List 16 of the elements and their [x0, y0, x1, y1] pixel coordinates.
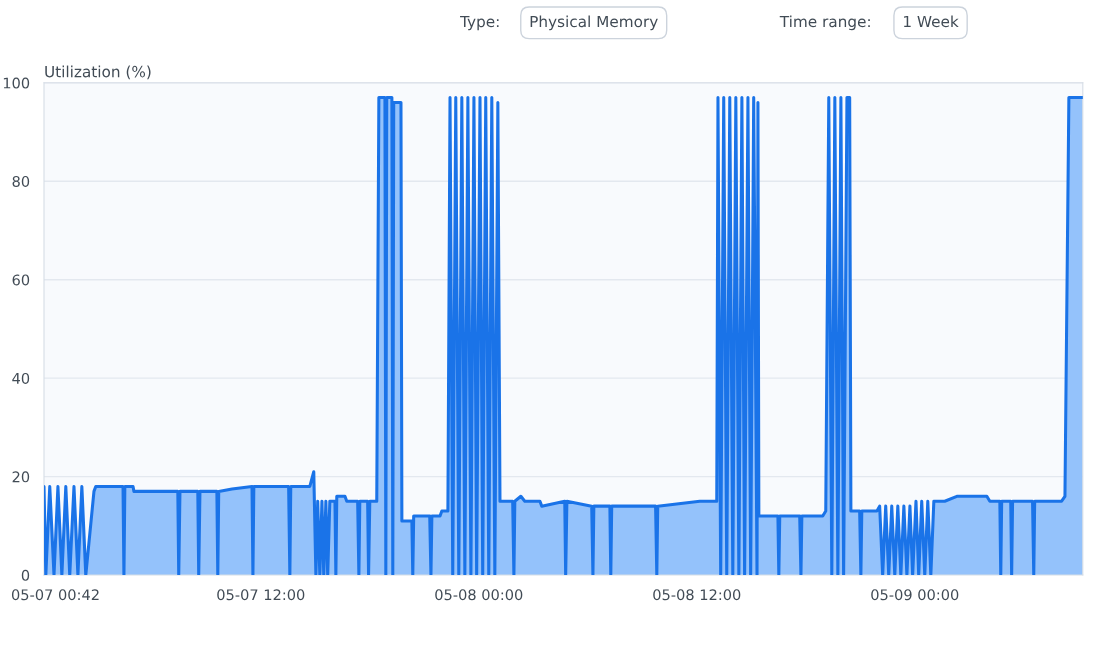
text: Physical Memory	[530, 15, 658, 31]
text: 1 Week	[904, 15, 959, 28]
x-tick-label: 05-08 00:00	[435, 589, 523, 601]
y-tick-label: 40	[12, 372, 30, 384]
x-tick-label: 05-08 12:00	[653, 589, 741, 601]
y-tick-label: 80	[12, 175, 30, 187]
y-tick-label: 0	[21, 569, 30, 581]
y-tick-label: 60	[12, 274, 30, 286]
x-tick-label: 05-07 12:00	[217, 589, 305, 601]
x-tick-label: 05-09 00:00	[871, 589, 959, 601]
y-tick-label: 100	[3, 77, 30, 89]
text: Type:	[460, 15, 499, 31]
text: Time range:	[779, 15, 870, 31]
x-tick-label: 05-07 00:42	[11, 589, 99, 601]
y-axis-title: Utilization (%)	[45, 65, 151, 80]
y-tick-label: 20	[12, 471, 30, 483]
